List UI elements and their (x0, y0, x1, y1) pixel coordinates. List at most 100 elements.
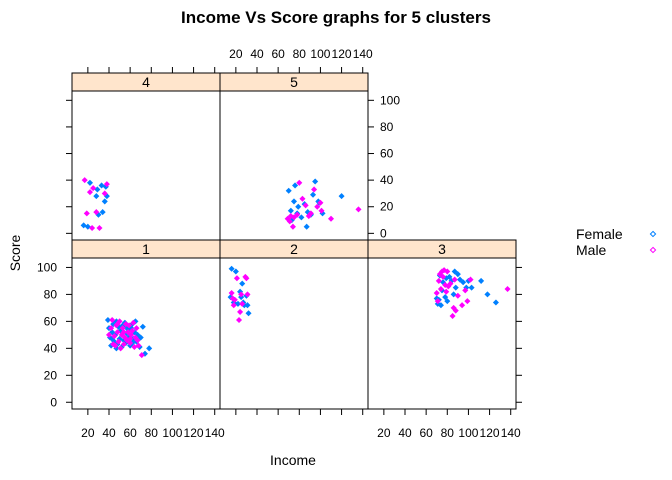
point-female (290, 198, 298, 205)
point-female (437, 302, 444, 309)
point-male (93, 209, 100, 216)
point-female (244, 302, 251, 309)
point-male (228, 290, 235, 297)
panel-strip-label: 3 (438, 241, 446, 257)
panel-frame (71, 90, 221, 241)
point-male (110, 341, 117, 348)
x-tick-label: 40 (102, 426, 116, 440)
panel-strip (367, 239, 517, 259)
point-male (296, 179, 303, 186)
y-tick-label: 60 (380, 147, 394, 161)
point-male (440, 273, 447, 280)
point-male (130, 319, 137, 326)
point-male (238, 291, 245, 298)
x-tick-label: 20 (229, 47, 243, 61)
point-female (287, 207, 294, 214)
point-female (454, 271, 461, 278)
point-male (129, 327, 136, 334)
plot-area: 4 51 2 320 40 60 80 100 120 140 20 40 60 80 100 120 1402… (37, 47, 522, 440)
point-male (236, 316, 243, 324)
legend-label-male: Male (576, 242, 607, 258)
point-male (105, 331, 113, 338)
point-male (286, 218, 293, 225)
point-male (462, 287, 469, 294)
legend-label-female: Female (576, 226, 623, 242)
point-male (89, 225, 96, 232)
y-tick-label: 80 (380, 120, 394, 134)
point-male (81, 177, 88, 184)
x-tick-label: 20 (81, 426, 95, 440)
y-tick-label: 80 (44, 287, 58, 301)
y-tick-label: 20 (44, 368, 58, 382)
x-tick-label: 60 (123, 426, 137, 440)
chart-title: Income Vs Score graphs for 5 clusters (181, 8, 491, 27)
point-male (126, 322, 133, 329)
point-male (134, 337, 141, 344)
point-female (456, 276, 463, 283)
point-female (146, 345, 153, 352)
point-female (228, 265, 235, 272)
panel-strip-label: 2 (290, 241, 298, 257)
x-tick-label: 100 (310, 47, 330, 61)
point-female (444, 298, 451, 305)
point-female (303, 223, 310, 230)
point-male (120, 341, 127, 348)
point-male (230, 302, 237, 309)
point-male (451, 276, 458, 283)
panel-strip-label: 4 (142, 74, 150, 90)
point-male (244, 291, 251, 298)
point-male (299, 195, 306, 202)
y-tick-label: 60 (44, 314, 58, 328)
point-male (120, 329, 127, 336)
point-female (310, 191, 317, 198)
panel-strip-label: 5 (290, 74, 298, 90)
point-female (101, 198, 108, 205)
point-male (454, 292, 461, 299)
point-male (114, 329, 121, 336)
panel-strip (219, 72, 369, 92)
point-male (314, 203, 321, 210)
point-male (433, 290, 440, 297)
point-female (245, 310, 252, 317)
point-male (90, 185, 97, 192)
point-male (237, 308, 244, 315)
point-male (307, 210, 314, 217)
point-female (492, 299, 499, 306)
x-tick-label: 60 (271, 47, 285, 61)
panel-4: 4 (71, 72, 221, 241)
x-tick-label: 140 (353, 47, 373, 61)
x-tick-label: 100 (458, 426, 478, 440)
point-male (437, 285, 444, 293)
point-male (287, 213, 294, 220)
point-male (289, 223, 296, 230)
point-female (451, 268, 458, 275)
point-female (109, 329, 116, 336)
panel-5: 5 (219, 72, 369, 241)
x-tick-label: 40 (398, 426, 412, 440)
point-female (312, 178, 319, 185)
point-male (117, 345, 124, 352)
panel-strip-label: 1 (142, 241, 150, 257)
legend-marker-female (649, 230, 657, 238)
point-male (103, 181, 110, 188)
point-male (135, 342, 142, 349)
y-tick-label: 0 (50, 395, 57, 409)
point-female (292, 182, 299, 189)
x-tick-label: 140 (501, 426, 521, 440)
x-tick-label: 120 (332, 47, 352, 61)
point-female (232, 268, 239, 275)
x-tick-label: 140 (205, 426, 225, 440)
point-male (115, 338, 122, 345)
point-male (355, 206, 362, 213)
x-tick-label: 100 (162, 426, 182, 440)
point-female (98, 182, 105, 189)
point-female (446, 273, 453, 280)
point-male (459, 302, 466, 309)
point-female (298, 214, 305, 221)
x-tick-label: 80 (441, 426, 455, 440)
point-female (442, 294, 449, 301)
point-male (233, 275, 240, 282)
x-tick-label: 120 (184, 426, 204, 440)
point-male (447, 280, 454, 287)
